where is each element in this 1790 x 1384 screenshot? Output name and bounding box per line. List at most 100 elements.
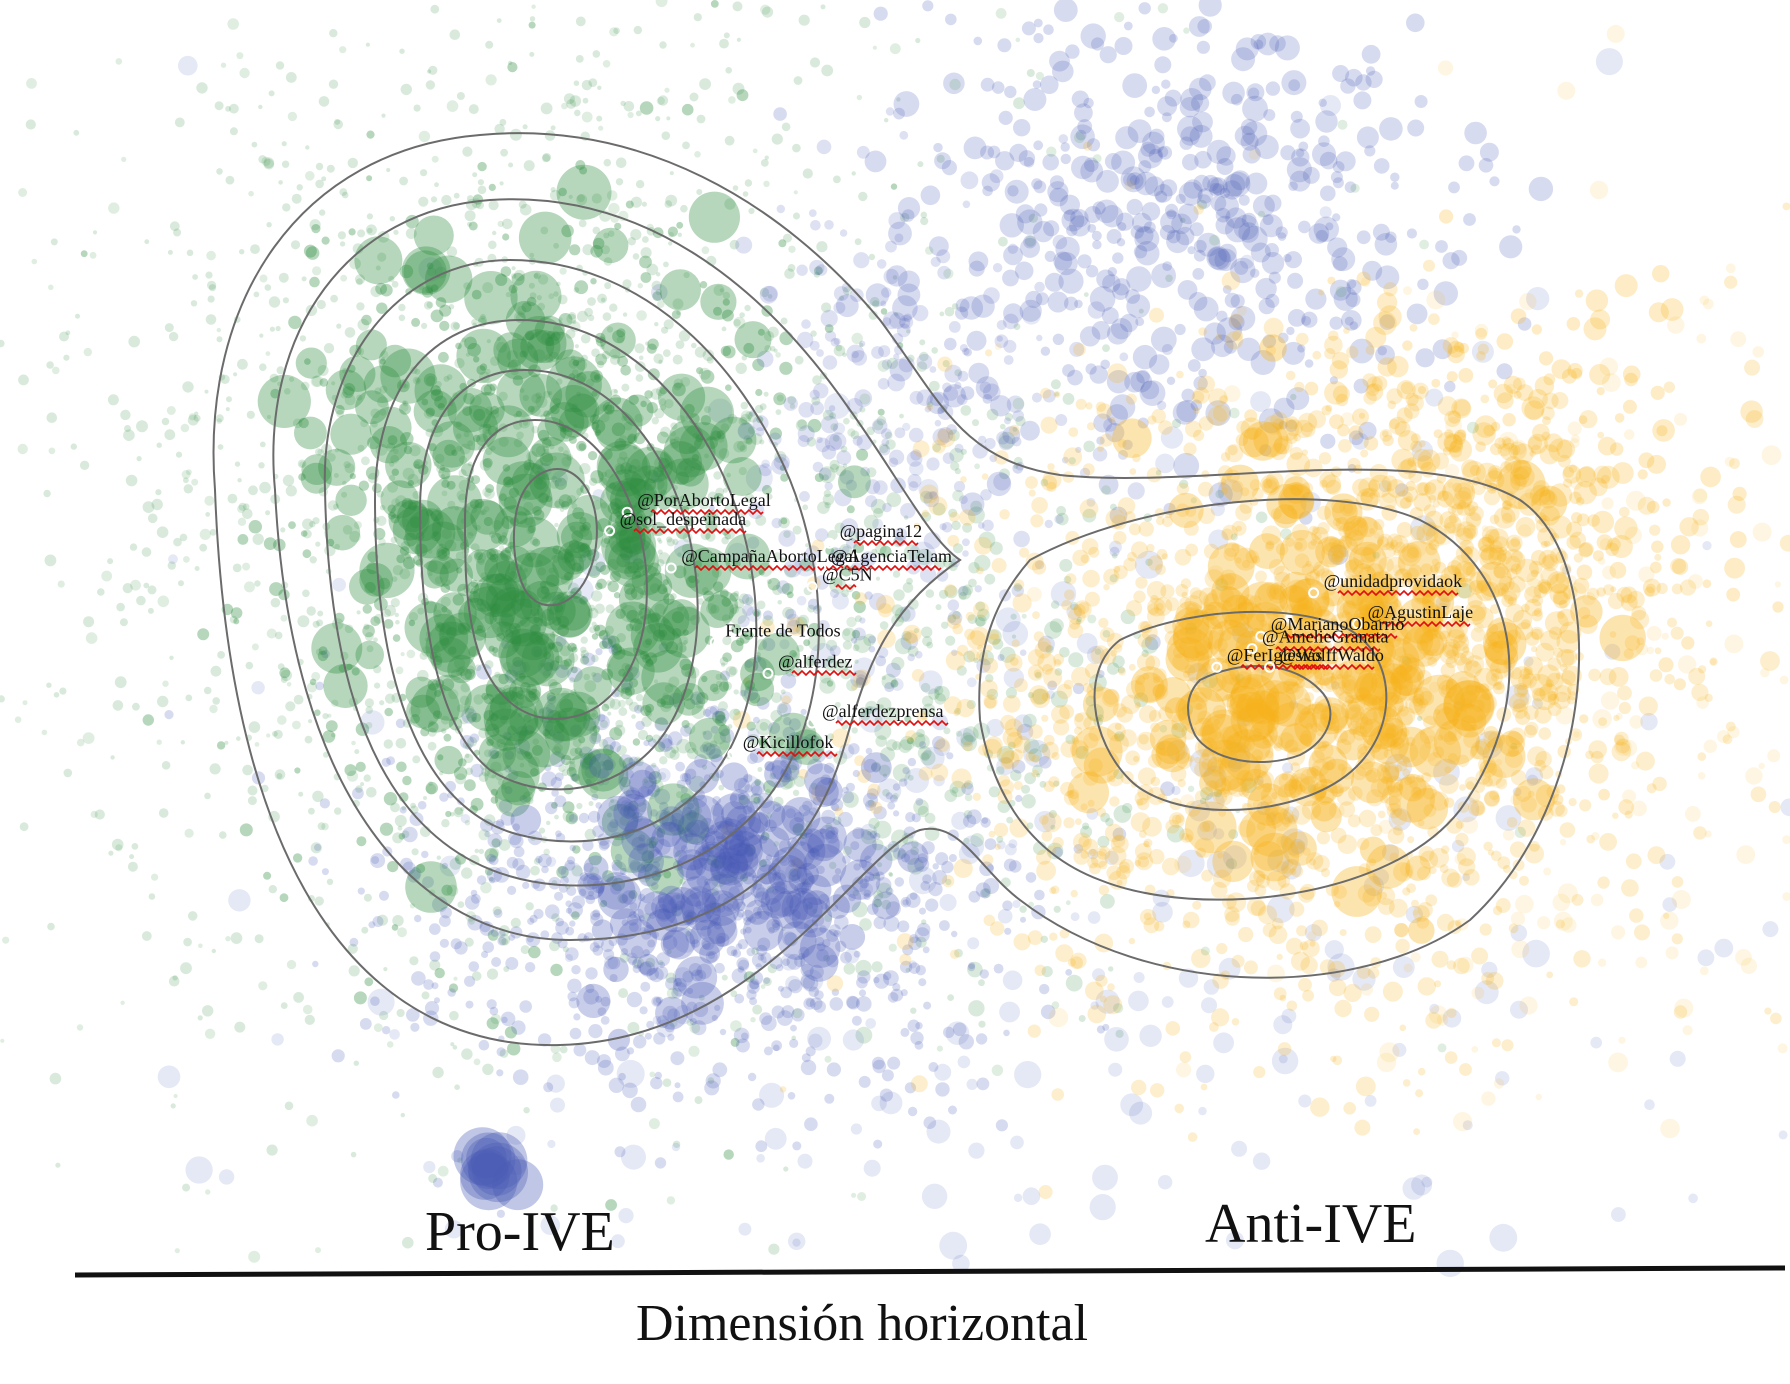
point-oficialismo <box>968 1142 985 1159</box>
point-pro-ive <box>589 626 596 634</box>
point-pro-ive <box>531 393 542 404</box>
point-pro-ive <box>553 743 563 753</box>
point-oficialismo <box>618 1208 634 1224</box>
point-pro-ive <box>353 1060 359 1066</box>
point-pro-ive <box>1075 618 1082 625</box>
point-oficialismo <box>962 550 969 557</box>
point-pro-ive <box>376 515 387 527</box>
point-oficialismo <box>578 812 590 824</box>
point-oficialismo <box>1166 209 1177 220</box>
point-oficialismo <box>796 264 808 276</box>
point-pro-ive <box>892 275 898 280</box>
point-pro-ive <box>394 612 399 618</box>
point-pro-ive <box>588 451 598 461</box>
point-oficialismo <box>1246 83 1265 102</box>
point-pro-ive <box>333 119 344 130</box>
point-pro-ive <box>543 646 549 652</box>
point-oficialismo <box>1189 124 1213 148</box>
point-pro-ive <box>557 591 569 603</box>
point-pro-ive <box>722 652 732 662</box>
point-pro-ive <box>310 842 322 854</box>
point-pro-ive <box>832 551 843 562</box>
point-pro-ive <box>361 314 372 326</box>
point-pro-ive <box>304 735 313 744</box>
point-oficialismo <box>992 263 1003 273</box>
point-oficialismo <box>891 678 904 691</box>
point-pro-ive <box>141 931 152 941</box>
point-pro-ive <box>507 361 518 372</box>
point-oficialismo <box>1114 37 1133 55</box>
point-pro-ive <box>735 362 747 374</box>
point-pro-ive <box>237 534 249 545</box>
point-pro-ive <box>616 510 629 522</box>
point-pro-ive <box>627 237 636 246</box>
point-oficialismo <box>1319 151 1338 170</box>
point-pro-ive <box>760 159 769 167</box>
point-pro-ive <box>648 514 656 522</box>
point-pro-ive <box>400 83 412 96</box>
point-pro-ive <box>390 454 399 464</box>
point-pro-ive <box>178 580 184 587</box>
point-pro-ive <box>507 62 518 73</box>
point-pro-ive <box>489 531 496 538</box>
point-oficialismo <box>1644 1099 1655 1110</box>
point-pro-ive <box>599 404 607 412</box>
point-oficialismo <box>501 1016 508 1023</box>
point-pro-ive <box>936 154 945 163</box>
point-oficialismo <box>1231 1140 1248 1157</box>
point-oficialismo <box>1157 96 1178 117</box>
point-pro-ive <box>379 504 386 511</box>
point-anti-ive <box>911 669 925 682</box>
point-pro-ive <box>915 936 927 948</box>
point-pro-ive <box>842 640 853 650</box>
point-pro-ive <box>968 562 980 574</box>
point-pro-ive <box>732 82 745 95</box>
point-oficialismo <box>813 383 829 399</box>
point-pro-ive <box>630 229 642 241</box>
point-pro-ive <box>625 200 634 209</box>
point-pro-ive <box>147 607 154 614</box>
point-oficialismo <box>643 740 650 747</box>
point-oficialismo <box>1435 240 1448 253</box>
point-anti-ive <box>962 741 973 752</box>
point-anti-ive <box>1625 853 1642 870</box>
point-pro-ive <box>867 831 872 836</box>
point-pro-ive <box>523 1107 530 1114</box>
point-pro-ive <box>576 359 588 371</box>
point-oficialismo <box>1669 1050 1686 1067</box>
point-pro-ive <box>739 312 745 318</box>
point-pro-ive <box>331 732 336 738</box>
point-pro-ive <box>568 557 577 566</box>
point-pro-ive <box>509 128 522 141</box>
point-pro-ive <box>743 435 752 444</box>
point-pro-ive <box>519 616 531 627</box>
point-pro-ive <box>569 95 582 107</box>
point-pro-ive <box>542 670 551 679</box>
point-anti-ive <box>1574 289 1584 298</box>
point-pro-ive <box>430 4 440 14</box>
point-pro-ive <box>910 1007 917 1014</box>
point-anti-ive <box>1705 620 1713 627</box>
point-pro-ive <box>182 381 194 393</box>
point-pro-ive <box>646 343 657 354</box>
point-oficialismo <box>1014 1061 1042 1089</box>
point-anti-ive <box>951 768 972 789</box>
point-pro-ive <box>435 381 442 388</box>
point-pro-ive <box>875 576 881 581</box>
point-pro-ive <box>652 501 658 507</box>
point-pro-ive <box>326 878 334 885</box>
point-oficialismo <box>565 900 572 907</box>
point-oficialismo <box>671 1142 681 1152</box>
point-pro-ive <box>679 878 686 885</box>
point-pro-ive <box>719 656 729 666</box>
point-pro-ive <box>638 499 649 511</box>
point-pro-ive <box>595 582 603 590</box>
point-anti-ive <box>1409 324 1418 332</box>
point-pro-ive <box>553 291 559 297</box>
point-oficialismo <box>785 975 801 992</box>
point-pro-ive <box>389 216 395 222</box>
point-oficialismo <box>178 55 198 76</box>
point-pro-ive <box>157 695 169 708</box>
point-pro-ive <box>361 926 369 934</box>
point-pro-ive <box>771 692 782 703</box>
